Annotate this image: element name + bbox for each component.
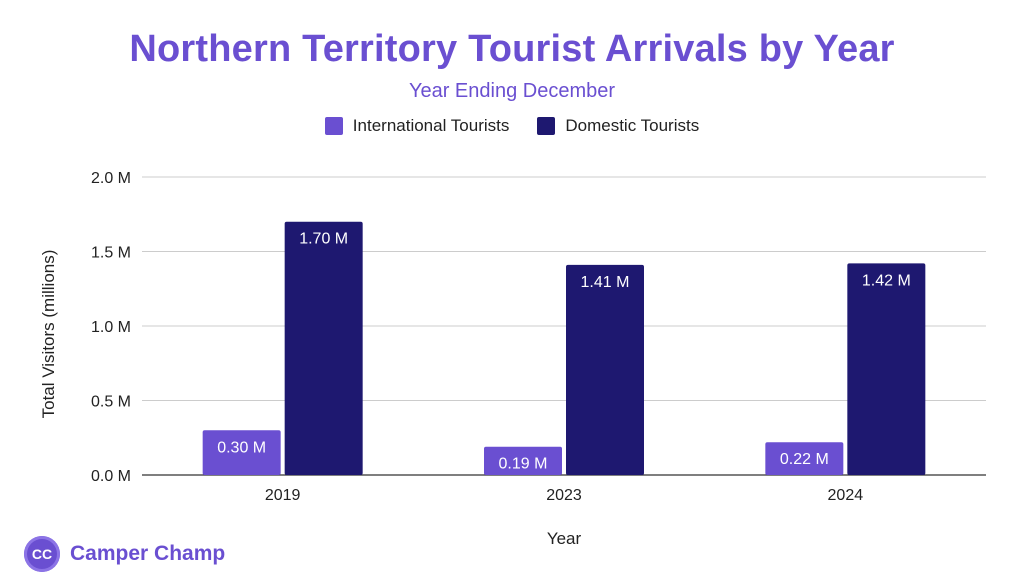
y-tick-label: 0.5 M xyxy=(91,394,131,411)
data-label: 0.22 M xyxy=(780,451,829,468)
bar-international-2023 xyxy=(484,446,562,475)
legend: International Tourists Domestic Tourists xyxy=(0,116,1024,136)
brand: CC Camper Champ xyxy=(24,536,225,572)
y-tick-label: 1.0 M xyxy=(91,319,131,336)
bar-domestic-2024 xyxy=(847,263,926,475)
data-label: 1.42 M xyxy=(862,272,911,289)
x-axis-title: Year xyxy=(547,529,582,548)
legend-swatch-domestic xyxy=(537,117,556,135)
y-tick-label: 0.0 M xyxy=(91,468,131,485)
legend-item-domestic: Domestic Tourists xyxy=(537,116,699,136)
legend-swatch-international xyxy=(324,117,343,135)
y-tick-label: 2.0 M xyxy=(91,170,131,187)
chart-title: Northern Territory Tourist Arrivals by Y… xyxy=(129,28,895,70)
brand-name: Camper Champ xyxy=(70,542,226,565)
bar-domestic-2023 xyxy=(566,264,644,475)
bar-domestic-2019 xyxy=(284,221,363,475)
data-label: 1.70 M xyxy=(299,231,348,248)
data-label: 1.41 M xyxy=(581,274,630,291)
chart-subtitle: Year Ending December xyxy=(408,80,616,102)
x-tick-label: 2019 xyxy=(265,487,301,504)
bar-international-2019 xyxy=(202,430,281,475)
bar-international-2024 xyxy=(765,442,844,475)
camper-champ-logo-icon: CC xyxy=(24,536,60,572)
data-label: 0.30 M xyxy=(217,439,266,456)
y-tick-label: 1.5 M xyxy=(91,245,131,262)
x-tick-label: 2024 xyxy=(828,487,864,504)
y-axis-title: Total Visitors (millions) xyxy=(39,250,58,419)
legend-label-domestic: Domestic Tourists xyxy=(565,116,700,135)
x-tick-label: 2023 xyxy=(546,487,582,504)
legend-label-international: International Tourists xyxy=(352,116,510,135)
legend-item-international: International Tourists xyxy=(324,116,510,136)
data-label: 0.19 M xyxy=(499,456,548,473)
